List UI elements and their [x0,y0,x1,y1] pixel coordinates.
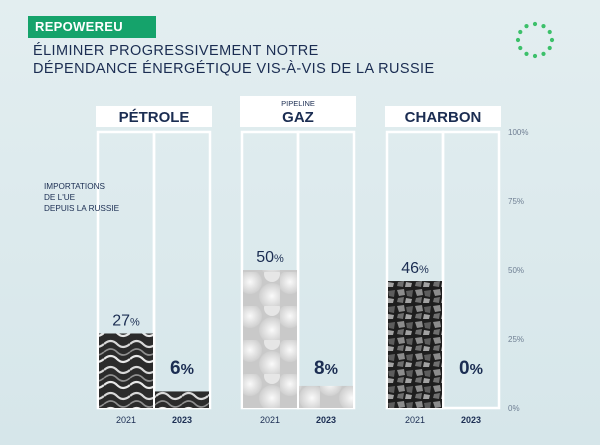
repowereu-badge: REPOWEREU [28,16,156,38]
year-label-gas-2023: 2023 [316,415,336,425]
star-dot [541,24,546,29]
annotation-line-3: DEPUIS LA RUSSIE [44,204,120,213]
page-title: ÉLIMINER PROGRESSIVEMENT NOTRE DÉPENDANC… [33,42,503,78]
column-outline-coal-1 [441,130,501,410]
bar-gas-2021 [243,270,297,408]
star-dot [518,29,523,35]
header-box-coal [385,106,501,127]
year-label-coal-2021: 2021 [405,415,425,425]
annotation-line-1: IMPORTATIONS [44,182,105,191]
y-tick-label: 100% [508,128,528,137]
star-dot [549,37,555,43]
year-label-oil-2023: 2023 [172,415,192,425]
header-box-oil [96,106,212,127]
y-tick-label: 75% [508,197,524,206]
value-label-gas-2023: 8% [314,358,338,379]
header-label-gas: GAZ [282,109,314,126]
y-tick-label: 50% [508,266,524,275]
year-label-gas-2021: 2021 [260,415,280,425]
eu-stars-icon [515,21,555,59]
y-tick-label: 25% [508,335,524,344]
value-label-coal-2021: 46% [401,260,429,277]
bar-gas-2023 [299,385,353,408]
bar-coal-2021 [388,281,442,408]
bar-oil-2023 [155,391,209,408]
header-sublabel-gas: PIPELINE [281,99,315,108]
title-line-1: ÉLIMINER PROGRESSIVEMENT NOTRE [33,43,319,59]
star-dot [532,53,538,59]
header-label-oil: PÉTROLE [119,109,190,126]
star-dot [515,37,521,43]
value-label-coal-2023: 0% [459,358,483,379]
year-label-coal-2023: 2023 [461,415,481,425]
star-dot [524,24,529,29]
value-label-oil-2021: 27% [112,312,140,329]
y-tick-label: 0% [508,404,520,413]
star-dot [524,51,529,56]
value-label-oil-2023: 6% [170,358,194,379]
header-label-coal: CHARBON [405,109,482,126]
title-line-2: DÉPENDANCE ÉNERGÉTIQUE VIS-À-VIS DE LA R… [33,61,435,77]
year-label-oil-2021: 2021 [116,415,136,425]
star-dot [547,45,552,51]
header-box-gas [240,96,356,127]
star-dot [547,29,552,35]
annotation-line-2: DE L'UE [44,193,76,202]
bar-oil-2021 [99,333,153,408]
star-dot [532,21,538,27]
value-label-gas-2021: 50% [256,249,284,266]
star-dot [518,45,523,51]
star-dot [541,51,546,56]
